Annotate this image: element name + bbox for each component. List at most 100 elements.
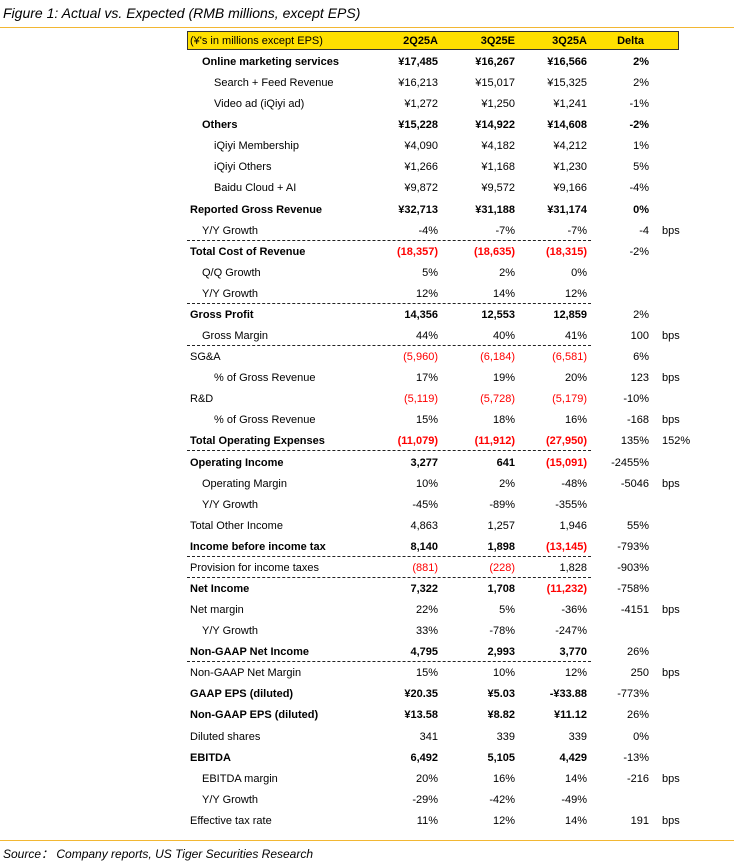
row-unit: 152% [662, 435, 691, 448]
table-row: iQiyi Others ¥1,266 ¥1,168 ¥1,230 5% [0, 157, 734, 178]
cell-2q25a: ¥13.58 [404, 709, 438, 722]
cell-delta: 1% [633, 140, 649, 153]
row-label: Q/Q Growth [202, 266, 261, 279]
cell-delta: 0% [633, 203, 649, 216]
row-label: Non-GAAP Net Income [190, 646, 309, 659]
row-label: Income before income tax [190, 540, 326, 553]
row-label: Gross Margin [202, 330, 269, 343]
cell-3q25e: ¥15,017 [475, 77, 515, 90]
cell-2q25a: -4% [418, 224, 438, 237]
row-label: Non-GAAP EPS (diluted) [190, 709, 319, 722]
row-label: Search + Feed Revenue [214, 77, 334, 90]
cell-2q25a: ¥17,485 [398, 56, 438, 68]
cell-3q25e: 641 [496, 456, 515, 469]
row-label: Reported Gross Revenue [190, 203, 323, 216]
cell-3q25a: 4,429 [559, 751, 587, 764]
cell-3q25a: (5,179) [552, 393, 587, 406]
cell-2q25a: 11% [416, 814, 438, 827]
row-label: Y/Y Growth [202, 625, 259, 638]
cell-3q25a: ¥31,174 [547, 203, 587, 216]
table-row: Non-GAAP Net Income 4,795 2,993 3,770 26% [0, 642, 734, 663]
table-row: Total Other Income 4,863 1,257 1,946 55% [0, 516, 734, 537]
cell-3q25e: 1,257 [487, 519, 515, 532]
cell-2q25a: (5,119) [403, 393, 438, 406]
cell-2q25a: ¥1,272 [404, 98, 438, 111]
cell-2q25a: 6,492 [410, 751, 438, 764]
cell-3q25a: 16% [564, 414, 587, 427]
row-label: SG&A [190, 351, 221, 364]
dashed-underline [187, 555, 591, 557]
cell-2q25a: 10% [415, 477, 438, 490]
table-row: Baidu Cloud + AI ¥9,872 ¥9,572 ¥9,166 -4% [0, 178, 734, 199]
cell-3q25a: (15,091) [546, 456, 587, 469]
cell-2q25a: ¥16,213 [398, 77, 438, 90]
table-row: Total Cost of Revenue (18,357) (18,635) (18… [0, 242, 734, 263]
cell-2q25a: (18,357) [397, 245, 438, 258]
cell-3q25e: -78% [489, 625, 515, 638]
cell-3q25e: -42% [489, 793, 515, 806]
cell-3q25e: 14% [492, 287, 515, 300]
cell-delta: -168 [626, 414, 649, 427]
cell-delta: -1% [629, 98, 649, 111]
cell-3q25a: ¥11.12 [553, 709, 587, 722]
row-label: EBITDA [190, 751, 231, 764]
cell-delta: 6% [633, 351, 649, 364]
cell-3q25e: 40% [492, 330, 515, 343]
cell-2q25a: 20% [415, 772, 438, 785]
row-label: Diluted shares [190, 730, 261, 743]
cell-3q25a: ¥14,608 [547, 119, 587, 132]
cell-3q25e: 12,553 [481, 308, 515, 321]
cell-3q25a: -48% [561, 477, 587, 490]
cell-delta: -793% [617, 540, 649, 553]
table-row: Y/Y Growth 12% 14% 12% [0, 284, 734, 305]
cell-3q25a: -36% [561, 604, 587, 617]
row-label: EBITDA margin [202, 772, 278, 785]
cell-2q25a: ¥4,090 [404, 140, 438, 153]
cell-3q25e: ¥8.82 [487, 709, 515, 722]
cell-3q25e: ¥4,182 [481, 140, 515, 153]
cell-3q25a: 14% [564, 814, 587, 827]
row-unit: bps [662, 667, 680, 680]
row-label: Total Operating Expenses [190, 435, 325, 448]
cell-delta: -5046 [620, 477, 649, 490]
dashed-underline [187, 345, 591, 347]
table-row: Provision for income taxes (881) (228) 1,82… [0, 558, 734, 579]
row-label: Online marketing services [202, 56, 339, 68]
cell-3q25a: ¥1,230 [553, 161, 587, 174]
row-label: Total Other Income [190, 519, 283, 532]
cell-delta: -903% [617, 561, 649, 574]
row-label: Gross Profit [190, 308, 254, 321]
row-label: Y/Y Growth [202, 498, 259, 511]
row-label: R&D [190, 393, 214, 406]
cell-3q25e: 1,898 [487, 540, 515, 553]
row-label: Y/Y Growth [202, 793, 259, 806]
cell-3q25a: ¥16,566 [547, 56, 587, 68]
cell-3q25e: ¥31,188 [475, 203, 515, 216]
cell-3q25a: 14% [564, 772, 587, 785]
table-row: Gross Margin 44% 40% 41% 100 bps [0, 326, 734, 347]
table-row: Total Operating Expenses (11,079) (11,912)… [0, 431, 734, 452]
cell-delta: 123 [630, 372, 649, 385]
cell-2q25a: (881) [412, 561, 438, 574]
figure-title: Figure 1: Actual vs. Expected (RMB milli… [3, 5, 361, 21]
row-label: Provision for income taxes [190, 561, 319, 574]
cell-delta: -2% [629, 245, 649, 258]
table-row: Reported Gross Revenue ¥32,713 ¥31,188 ¥31,… [0, 200, 734, 221]
cell-delta: 26% [626, 709, 649, 722]
row-label: Effective tax rate [190, 814, 272, 827]
cell-delta: 2% [633, 56, 649, 68]
cell-delta: 100 [630, 330, 649, 343]
table-header: (¥'s in millions except EPS) 2Q25A 3Q25E… [187, 31, 679, 50]
cell-2q25a: 5% [422, 266, 438, 279]
cell-delta: 26% [626, 646, 649, 659]
cell-3q25e: ¥1,250 [481, 98, 515, 111]
cell-3q25e: (228) [489, 561, 515, 574]
cell-delta: 2% [633, 77, 649, 90]
cell-delta: -773% [617, 688, 649, 701]
cell-3q25e: (11,912) [474, 435, 515, 448]
cell-3q25e: 18% [492, 414, 515, 427]
header-label: (¥'s in millions except EPS) [190, 35, 323, 47]
table-row: Y/Y Growth -4% -7% -7% -4 bps [0, 221, 734, 242]
table-row: iQiyi Membership ¥4,090 ¥4,182 ¥4,212 1% [0, 136, 734, 157]
cell-3q25a: 3,770 [559, 646, 587, 659]
